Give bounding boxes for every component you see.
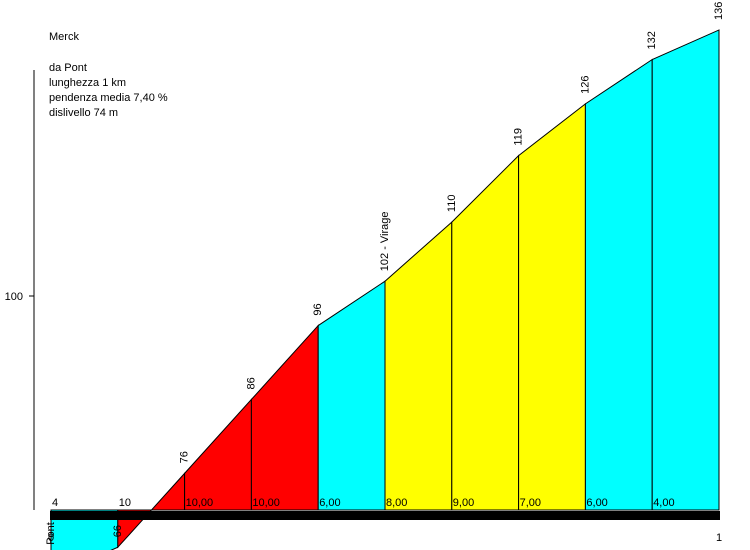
segment-gradient-label: 4 bbox=[52, 497, 58, 509]
segment-gradient-label: 8,00 bbox=[386, 497, 407, 509]
profile-segment bbox=[117, 472, 186, 549]
segment-gradient-label: 10,00 bbox=[186, 497, 214, 509]
segment-gradient-label: 4,00 bbox=[653, 497, 674, 509]
segment-gradient-label: 10,00 bbox=[252, 497, 280, 509]
elevation-label: 86 bbox=[245, 377, 257, 389]
distance-axis-bar bbox=[50, 511, 720, 520]
profile-segment bbox=[184, 398, 252, 511]
segment-gradient-label: 6,00 bbox=[586, 497, 607, 509]
elevation-label: 62 - Pont bbox=[45, 522, 57, 550]
profile-segment bbox=[250, 324, 319, 511]
climb-length: lunghezza 1 km bbox=[49, 77, 127, 89]
elevation-label: 102 - Virage bbox=[379, 211, 391, 271]
profile-segment bbox=[651, 29, 720, 511]
elevation-label: 119 bbox=[513, 128, 525, 146]
profile-segment bbox=[384, 220, 453, 511]
y-tick-label: 100 bbox=[5, 291, 23, 303]
profile-segment bbox=[518, 102, 586, 511]
segment-gradient-label: 10 bbox=[119, 497, 131, 509]
elevation-label: 66 bbox=[112, 525, 124, 537]
segment-gradient-label: 9,00 bbox=[453, 497, 474, 509]
segment-gradient-label: 7,00 bbox=[520, 497, 541, 509]
elevation-label: 76 bbox=[179, 451, 191, 463]
elevation-label: 110 bbox=[446, 195, 458, 213]
profile-segment bbox=[451, 154, 520, 511]
profile-segment bbox=[584, 58, 653, 511]
profile-segment bbox=[317, 280, 386, 511]
climb-elevation-gain: dislivello 74 m bbox=[49, 107, 119, 119]
x-tick-label: 1 bbox=[716, 532, 722, 544]
segment-gradient-label: 6,00 bbox=[319, 497, 340, 509]
climb-name: Merck bbox=[49, 31, 79, 43]
x-tick-label: 0 bbox=[48, 532, 54, 544]
elevation-label: 136 - Sommet bbox=[713, 0, 725, 20]
elevation-label: 126 bbox=[579, 76, 591, 94]
climb-avg-gradient: pendenza media 7,40 % bbox=[49, 92, 168, 104]
elevation-label: 96 bbox=[312, 303, 324, 315]
climb-start: da Pont bbox=[49, 62, 87, 74]
elevation-label: 132 bbox=[646, 31, 658, 49]
